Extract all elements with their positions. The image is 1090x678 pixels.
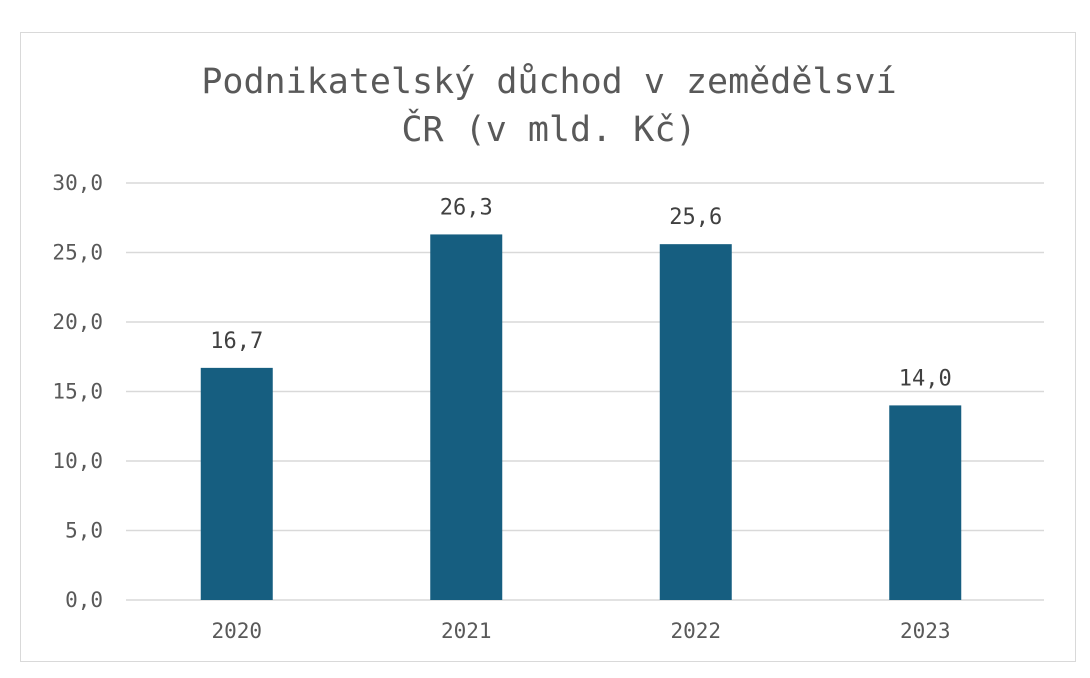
bar xyxy=(889,405,962,600)
bars xyxy=(200,234,962,600)
y-tick-label: 5,0 xyxy=(65,519,103,543)
bar xyxy=(430,234,503,600)
x-tick-label: 2020 xyxy=(211,619,262,643)
y-tick-label: 20,0 xyxy=(52,310,103,334)
x-tick-label: 2021 xyxy=(441,619,492,643)
x-tick-label: 2023 xyxy=(900,619,951,643)
y-tick-label: 0,0 xyxy=(65,588,103,612)
bar xyxy=(200,367,273,600)
data-label: 26,3 xyxy=(440,195,493,220)
bar xyxy=(659,244,732,600)
data-label: 25,6 xyxy=(669,205,722,230)
data-label: 16,7 xyxy=(210,329,263,354)
chart-title: Podnikatelský důchod v zemědělsví ČR (v … xyxy=(201,62,897,150)
data-label: 14,0 xyxy=(899,366,952,391)
data-labels: 16,7 26,3 25,6 14,0 xyxy=(210,195,951,391)
y-tick-label: 25,0 xyxy=(52,241,103,265)
x-axis-ticks: 2020 2021 2022 2023 xyxy=(211,619,950,643)
x-tick-label: 2022 xyxy=(670,619,721,643)
y-tick-label: 15,0 xyxy=(52,380,103,404)
y-tick-label: 30,0 xyxy=(52,171,103,195)
y-tick-label: 10,0 xyxy=(52,449,103,473)
y-axis-ticks: 0,0 5,0 10,0 15,0 20,0 25,0 30,0 xyxy=(52,171,103,612)
